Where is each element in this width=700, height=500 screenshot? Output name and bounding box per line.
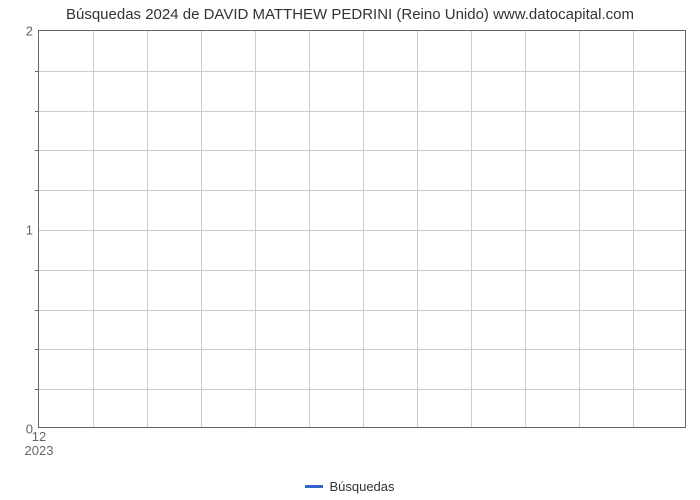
- chart-title: Búsquedas 2024 de DAVID MATTHEW PEDRINI …: [0, 6, 700, 23]
- ytick-minor: [35, 190, 39, 191]
- gridline-h-minor: [39, 270, 685, 271]
- gridline-v: [525, 31, 526, 427]
- ytick-minor: [35, 71, 39, 72]
- ytick-minor: [35, 389, 39, 390]
- gridline-h-minor: [39, 111, 685, 112]
- gridline-v: [201, 31, 202, 427]
- legend-label: Búsquedas: [329, 479, 394, 494]
- gridline-v: [633, 31, 634, 427]
- gridline-v: [147, 31, 148, 427]
- gridline-v: [579, 31, 580, 427]
- gridline-v: [417, 31, 418, 427]
- ytick-label: 1: [26, 223, 39, 238]
- legend-swatch: [305, 485, 323, 488]
- ytick-minor: [35, 349, 39, 350]
- chart-container: Búsquedas 2024 de DAVID MATTHEW PEDRINI …: [0, 0, 700, 500]
- ytick-minor: [35, 270, 39, 271]
- gridline-v: [255, 31, 256, 427]
- gridline-v: [309, 31, 310, 427]
- gridline-h-major: [39, 230, 685, 231]
- xtick-label-month: 12: [32, 427, 46, 444]
- gridline-h-minor: [39, 389, 685, 390]
- ytick-minor: [35, 150, 39, 151]
- plot-area: 012122023: [38, 30, 686, 428]
- gridline-h-minor: [39, 150, 685, 151]
- gridline-v: [363, 31, 364, 427]
- ytick-minor: [35, 310, 39, 311]
- gridline-h-minor: [39, 349, 685, 350]
- ytick-minor: [35, 111, 39, 112]
- gridline-h-minor: [39, 310, 685, 311]
- gridline-v: [93, 31, 94, 427]
- xtick-label-year: 2023: [25, 443, 54, 458]
- gridline-h-minor: [39, 190, 685, 191]
- legend: Búsquedas: [0, 478, 700, 494]
- gridline-v: [471, 31, 472, 427]
- gridline-h-minor: [39, 71, 685, 72]
- ytick-label: 2: [26, 24, 39, 39]
